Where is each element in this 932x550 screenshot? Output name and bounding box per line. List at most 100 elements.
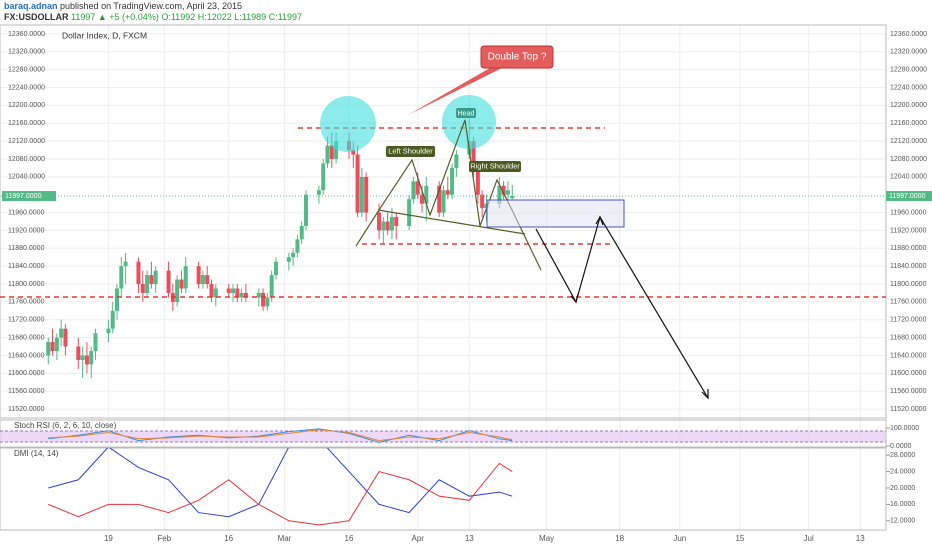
y-tick-label: 11880.0000 xyxy=(890,245,927,252)
candle-body xyxy=(394,217,399,226)
ohlc: L:11989 xyxy=(234,12,266,22)
candle-body xyxy=(213,288,218,298)
y-tick-label: 11840.0000 xyxy=(8,263,45,270)
candle-body xyxy=(304,194,309,226)
x-tick-label: Feb xyxy=(157,534,171,543)
candle-body xyxy=(497,185,502,204)
series-group xyxy=(48,428,513,443)
candle-body xyxy=(76,346,81,360)
x-tick-label: Jul xyxy=(804,534,814,543)
last-price-tag xyxy=(886,191,932,202)
annotation: Left Shoulder xyxy=(388,146,433,155)
candle-body xyxy=(243,292,248,298)
candle-body xyxy=(415,181,420,195)
candle-body xyxy=(475,167,480,195)
x-tick-label: May xyxy=(539,534,554,543)
y-tick-label: 11720.0000 xyxy=(8,317,45,324)
y-tick-label: 12080.0000 xyxy=(890,156,927,163)
x-tick-label: 15 xyxy=(735,534,744,543)
ohlc: O:11992 xyxy=(161,12,195,22)
candle-body xyxy=(471,141,476,168)
projection-arrow xyxy=(535,215,709,399)
candle-body xyxy=(321,163,326,191)
candle-body xyxy=(114,288,119,311)
candle-body xyxy=(226,288,231,293)
candle-body xyxy=(389,217,394,231)
y-tick-label: 12.0000 xyxy=(890,518,915,525)
x-tick-label: 13 xyxy=(465,534,474,543)
x-tick-label: Jun xyxy=(673,534,686,543)
candle-body xyxy=(63,328,68,347)
candle-body xyxy=(420,194,425,204)
candle-body xyxy=(484,203,489,209)
quote-line: FX:USDOLLAR 11997 ▲ +5 (+0.04%) O:11992 … xyxy=(4,12,302,22)
candle-body xyxy=(291,252,296,258)
y-tick-label: 11840.0000 xyxy=(890,263,927,270)
candle-body xyxy=(84,355,89,365)
y-tick-label: 11960.0000 xyxy=(8,209,45,216)
candle-body xyxy=(123,261,128,267)
y-tick-label: 11640.0000 xyxy=(890,352,927,359)
candle-body xyxy=(381,221,386,231)
y-tick-label: 12280.0000 xyxy=(890,67,927,74)
candle-body xyxy=(50,342,55,352)
y-tick-label: 100.0000 xyxy=(890,425,919,432)
callout-box xyxy=(480,45,554,69)
y-tick-label: 12040.0000 xyxy=(890,174,927,181)
y-tick-label: 12240.0000 xyxy=(8,84,45,91)
candle-body xyxy=(510,196,515,199)
candle-body xyxy=(209,284,214,298)
y-tick-label: 11600.0000 xyxy=(890,370,927,377)
candle-body xyxy=(359,176,364,213)
candle-body xyxy=(450,167,455,195)
y-tick-label: 11600.0000 xyxy=(8,370,45,377)
header: baraq.adnan published on TradingView.com… xyxy=(4,1,242,11)
y-tick-label: 12160.0000 xyxy=(890,120,927,127)
ohlc: C:11997 xyxy=(269,12,302,22)
candle-body xyxy=(501,185,506,195)
candle-body xyxy=(235,288,240,298)
y-tick-label: 11960.0000 xyxy=(890,209,927,216)
y-tick-label: 11920.0000 xyxy=(8,227,45,234)
main-pane xyxy=(0,24,887,419)
candle-body xyxy=(179,279,184,289)
indicator-line xyxy=(48,448,513,518)
top-circle xyxy=(320,96,376,152)
candle-body xyxy=(316,190,321,195)
candle-body xyxy=(89,351,94,365)
candle-body xyxy=(329,145,334,159)
candle-body xyxy=(106,328,111,334)
y-tick-label: 11520.0000 xyxy=(890,406,927,413)
published: published on TradingView.com, April 23, … xyxy=(60,1,242,11)
candle-body xyxy=(334,141,339,159)
candle-body xyxy=(93,333,98,352)
candle-body xyxy=(166,270,171,293)
candle-body xyxy=(54,337,59,352)
candle-body xyxy=(205,275,210,285)
y-tick-label: 11760.0000 xyxy=(8,299,45,306)
candle-body xyxy=(286,257,291,262)
candle-body xyxy=(424,185,429,204)
candle-body xyxy=(196,266,201,285)
chart-title: Dollar Index, D, FXCM xyxy=(62,30,147,40)
x-tick-label: 16 xyxy=(345,534,354,543)
candle-body xyxy=(480,194,485,209)
y-tick-label: 12280.0000 xyxy=(8,67,45,74)
candle-body xyxy=(256,292,261,298)
label-box xyxy=(386,146,435,157)
series-group xyxy=(48,448,513,526)
x-tick-label: 16 xyxy=(224,534,233,543)
candle-body xyxy=(59,328,64,338)
y-tick-label: 12120.0000 xyxy=(8,138,45,145)
candle-body xyxy=(351,150,356,155)
y-tick-label: 28.0000 xyxy=(890,452,915,459)
candle-body xyxy=(454,154,459,168)
candle-body xyxy=(364,176,369,213)
x-tick-label: Apr xyxy=(411,534,424,543)
candle-body xyxy=(265,297,270,307)
symbol: FX:USDOLLAR xyxy=(4,12,69,22)
ohlc: H:12022 xyxy=(198,12,232,22)
candle-body xyxy=(261,292,266,307)
annotation: Double Top ? xyxy=(488,52,547,63)
arrow-head xyxy=(570,215,709,400)
